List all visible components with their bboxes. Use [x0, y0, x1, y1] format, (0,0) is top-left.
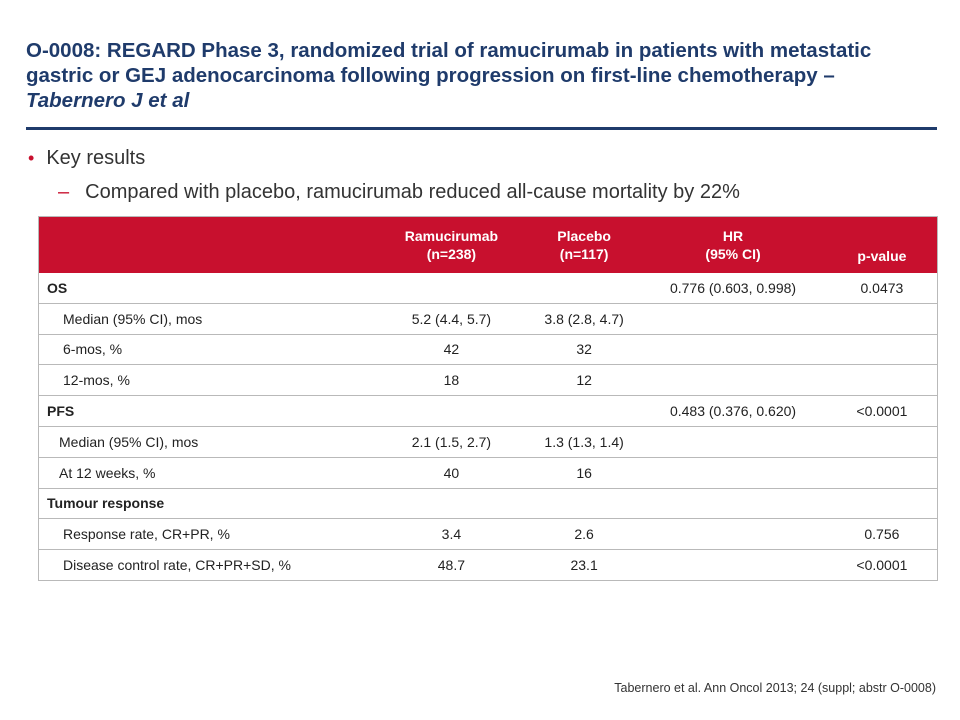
title-divider — [26, 127, 937, 130]
slide-title-authors: Tabernero J et al — [26, 89, 190, 112]
table-row: 12-mos, % 18 12 — [38, 365, 938, 396]
header-hr: HR (95% CI) — [705, 227, 761, 262]
header-p-value: p-value — [857, 247, 907, 264]
table-row: OS 0.776 (0.603, 0.998) 0.0473 — [38, 273, 938, 304]
table-header-row: Ramucirumab (n=238) Placebo (n=117) HR (95%… — [38, 216, 938, 273]
table-row: Median (95% CI), mos 5.2 (4.4, 5.7) 3.8 … — [38, 303, 938, 335]
table-row: PFS 0.483 (0.376, 0.620) <0.0001 — [38, 396, 938, 427]
slide-title: O-0008: REGARD Phase 3, randomized trial… — [26, 38, 936, 113]
table-row: 6-mos, % 42 32 — [38, 334, 938, 365]
bullet-dot-icon: • — [28, 148, 35, 168]
slide-title-main: O-0008: REGARD Phase 3, randomized trial… — [26, 39, 872, 87]
dash-icon: – — [58, 181, 70, 203]
header-label — [39, 217, 374, 273]
citation-footer: Tabernero et al. Ann Oncol 2013; 24 (sup… — [614, 681, 936, 695]
header-placebo: Placebo (n=117) — [557, 227, 611, 262]
table-row: Disease control rate, CR+PR+SD, % 48.7 2… — [38, 550, 938, 581]
sub-bullet: – Compared with placebo, ramucirumab redu… — [58, 181, 740, 204]
sub-bullet-text: Compared with placebo, ramucirumab reduc… — [85, 181, 740, 203]
table-row: At 12 weeks, % 40 16 — [38, 457, 938, 489]
header-ramucirumab: Ramucirumab (n=238) — [404, 227, 499, 262]
table-row: Tumour response — [38, 488, 938, 519]
table-row: Median (95% CI), mos 2.1 (1.5, 2.7) 1.3 … — [38, 426, 938, 458]
table-row: Response rate, CR+PR, % 3.4 2.6 0.756 — [38, 519, 938, 550]
results-table: Ramucirumab (n=238) Placebo (n=117) HR (95%… — [38, 216, 938, 581]
bullet-text: Key results — [46, 147, 146, 169]
bullet-key-results: • Key results — [28, 147, 145, 170]
